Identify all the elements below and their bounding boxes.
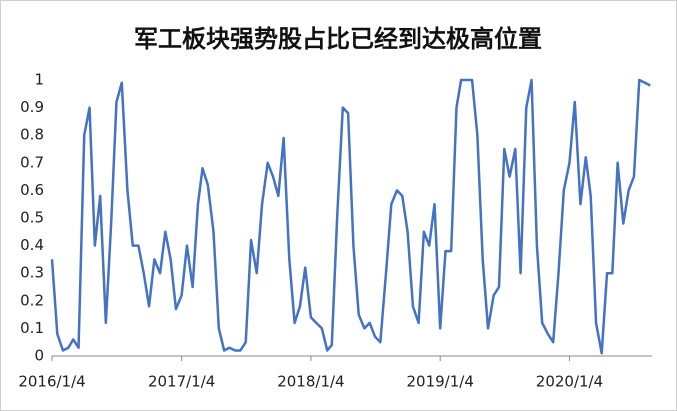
y-tick-label: 0.2 <box>20 291 44 309</box>
y-tick-label: 1 <box>34 71 44 89</box>
chart-title: 军工板块强势股占比已经到达极高位置 <box>134 25 542 53</box>
y-tick-label: 0.7 <box>20 153 44 171</box>
x-tick-label: 2016/1/4 <box>18 373 85 391</box>
data-line <box>50 78 651 355</box>
y-tick-label: 0.6 <box>20 181 44 199</box>
y-tick-label: 0.4 <box>20 236 44 254</box>
y-tick-label: 0.3 <box>20 264 44 282</box>
y-tick-label: 0.9 <box>20 98 44 116</box>
x-tick-label: 2018/1/4 <box>277 373 344 391</box>
x-tick-label: 2019/1/4 <box>407 373 474 391</box>
y-tick-label: 0 <box>34 347 44 365</box>
y-tick-label: 0.8 <box>20 126 44 144</box>
y-tick-label: 0.1 <box>20 319 44 337</box>
y-tick-label: 0.5 <box>20 209 44 227</box>
x-tick-label: 2020/1/4 <box>536 373 603 391</box>
x-tick-label: 2017/1/4 <box>148 373 215 391</box>
